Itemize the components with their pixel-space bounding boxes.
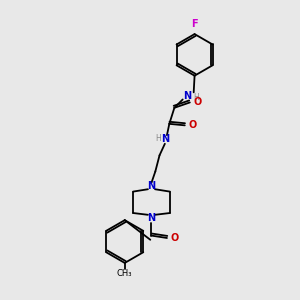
- Text: O: O: [170, 233, 179, 243]
- Text: O: O: [194, 98, 202, 107]
- Text: H: H: [155, 134, 161, 143]
- Text: N: N: [147, 181, 155, 191]
- Text: N: N: [161, 134, 169, 144]
- Text: CH₃: CH₃: [117, 269, 133, 278]
- Text: N: N: [183, 91, 191, 101]
- Text: H: H: [193, 93, 199, 102]
- Text: O: O: [188, 120, 196, 130]
- Text: N: N: [147, 213, 155, 224]
- Text: F: F: [191, 19, 198, 29]
